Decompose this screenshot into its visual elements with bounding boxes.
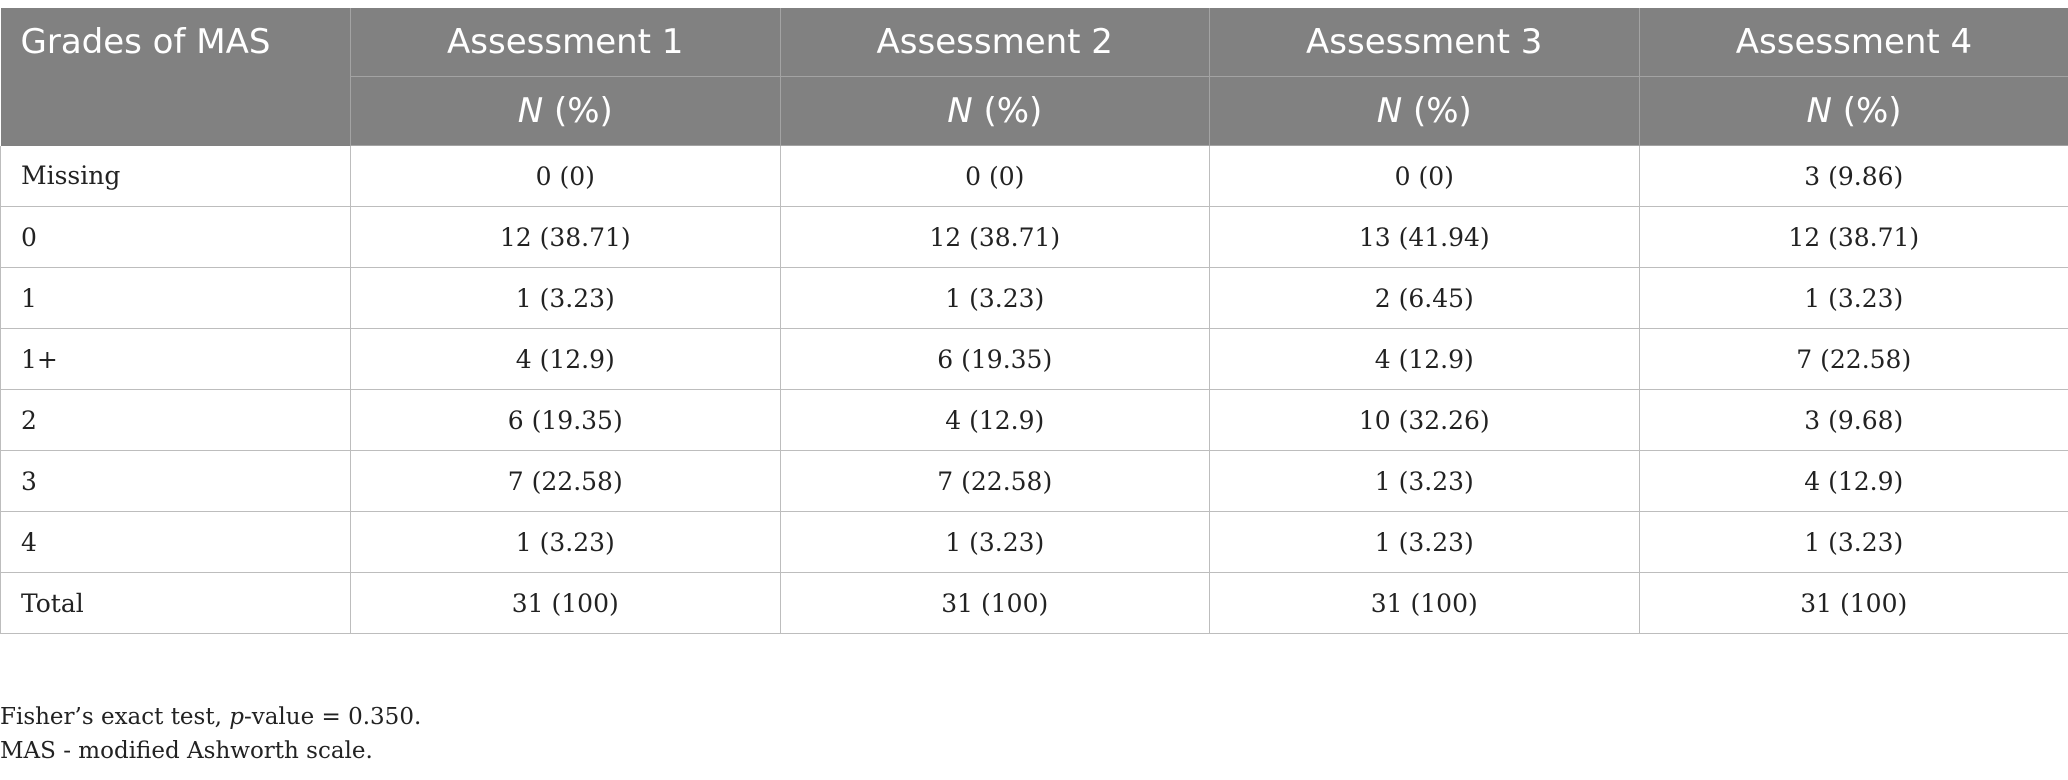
table-row: Total 31 (100) 31 (100) 31 (100) 31 (100… [0,572,2068,634]
mas-grades-table: Grades of MAS Assessment 1 Assessment 2 … [0,8,2068,634]
header-row: Grades of MAS Assessment 1 Assessment 2 … [0,8,2068,146]
table-cell: 4 (12.9) [1209,328,1640,390]
table-cell: 1 (3.23) [350,267,781,329]
table-cell: 0 (0) [1209,145,1640,207]
table-row: 4 1 (3.23) 1 (3.23) 1 (3.23) 1 (3.23) [0,511,2068,573]
table-cell: 1 (3.23) [1209,450,1640,512]
table-cell: 0 (0) [780,145,1210,207]
row-label: 1+ [0,328,351,390]
table-cell: 12 (38.71) [1639,206,2068,268]
table-cell: 12 (38.71) [780,206,1210,268]
table-row: 0 12 (38.71) 12 (38.71) 13 (41.94) 12 (3… [0,206,2068,268]
table-cell: 3 (9.68) [1639,389,2068,451]
table-cell: 31 (100) [1209,572,1640,634]
table-row: 1+ 4 (12.9) 6 (19.35) 4 (12.9) 7 (22.58) [0,328,2068,390]
row-label: 4 [0,511,351,573]
table-cell: 4 (12.9) [780,389,1210,451]
table-cell: 7 (22.58) [1639,328,2068,390]
row-label: Missing [0,145,351,207]
column-header: Assessment 3 [1209,8,1640,77]
column-subheader: N (%) [1209,76,1640,146]
table-cell: 1 (3.23) [780,511,1210,573]
table-cell: 2 (6.45) [1209,267,1640,329]
row-label: 3 [0,450,351,512]
table-cell: 31 (100) [780,572,1210,634]
footnote-abbreviation: MAS - modified Ashworth scale. [0,738,373,764]
table-cell: 7 (22.58) [780,450,1210,512]
column-header: Assessment 1 [350,8,781,77]
table-row: Missing 0 (0) 0 (0) 0 (0) 3 (9.86) [0,145,2068,207]
subheader-row: N (%) N (%) N (%) N (%) [1,76,2068,146]
table-cell: 31 (100) [350,572,781,634]
subheader-n: N [1806,91,1832,131]
table-cell: 6 (19.35) [780,328,1210,390]
table-cell: 1 (3.23) [1639,511,2068,573]
subheader-percent: (%) [543,91,613,131]
column-subheader: N (%) [780,76,1210,146]
column-header: Assessment 4 [1639,8,2068,77]
subheader-n: N [517,91,544,131]
table-row: 1 1 (3.23) 1 (3.23) 2 (6.45) 1 (3.23) [0,267,2068,329]
table-cell: 6 (19.35) [350,389,781,451]
table-cell: 12 (38.71) [350,206,781,268]
corner-header: Grades of MAS [0,8,351,146]
table-cell: 1 (3.23) [1209,511,1640,573]
footnote-p-symbol: p [229,704,244,730]
subheader-percent: (%) [972,91,1043,131]
subheader-percent: (%) [1831,91,1902,131]
table-cell: 4 (12.9) [350,328,781,390]
table-cell: 3 (9.86) [1639,145,2068,207]
subheader-n: N [1376,91,1403,131]
footnote-statistics: Fisher’s exact test, p-value = 0.350. [0,700,421,734]
column-subheader: N (%) [350,76,781,146]
subheader-n: N [947,91,973,131]
table-row: 2 6 (19.35) 4 (12.9) 10 (32.26) 3 (9.68) [0,389,2068,451]
subheader-percent: (%) [1402,91,1472,131]
table-cell: 1 (3.23) [350,511,781,573]
table-cell: 7 (22.58) [350,450,781,512]
table-row: 3 7 (22.58) 7 (22.58) 1 (3.23) 4 (12.9) [0,450,2068,512]
table-footnotes: Fisher’s exact test, p-value = 0.350. MA… [0,700,421,768]
table-cell: 13 (41.94) [1209,206,1640,268]
table-cell: 0 (0) [350,145,781,207]
table-cell: 10 (32.26) [1209,389,1640,451]
row-label: 2 [0,389,351,451]
column-header: Assessment 2 [780,8,1210,77]
row-label: 1 [0,267,351,329]
table-cell: 1 (3.23) [780,267,1210,329]
table-cell: 1 (3.23) [1639,267,2068,329]
column-subheader: N (%) [1639,76,2068,146]
table-cell: 31 (100) [1639,572,2068,634]
table-cell: 4 (12.9) [1639,450,2068,512]
footnote-test-name: Fisher’s exact test, [0,704,230,730]
row-label: Total [0,572,351,634]
footnote-p-value: -value = 0.350. [243,704,422,730]
data-table-container: Grades of MAS Assessment 1 Assessment 2 … [0,8,2068,634]
row-label: 0 [0,206,351,268]
